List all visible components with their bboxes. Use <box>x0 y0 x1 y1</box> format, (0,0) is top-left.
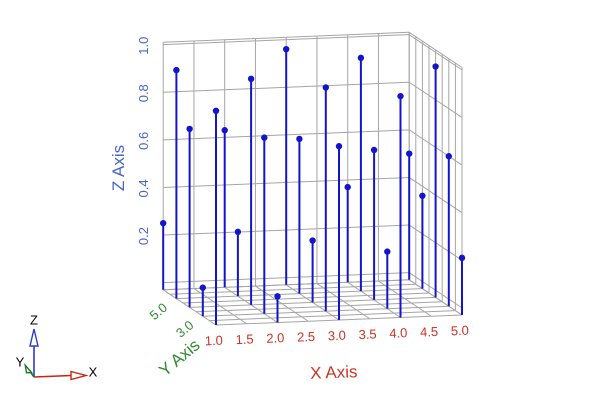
stem-dot <box>419 192 426 199</box>
z-axis-tick-labels: 0.2 0.4 0.6 0.8 1.0 <box>136 37 151 245</box>
z-axis-title: Z Axis <box>109 145 128 191</box>
x-tick-label: 1.5 <box>235 331 254 347</box>
stem-dot <box>309 237 316 244</box>
stem-dot <box>283 45 290 53</box>
z-tick-label: 0.2 <box>136 227 151 245</box>
x-tick-label: 1.0 <box>205 333 224 349</box>
grid-line <box>408 31 463 68</box>
x-tick-label: 3.5 <box>358 326 377 342</box>
stems <box>162 49 463 325</box>
stem-dot <box>221 127 228 134</box>
x-axis-title: X Axis <box>310 362 358 383</box>
stem-dot <box>432 63 439 70</box>
stem-dot <box>406 150 413 157</box>
orientation-x-arrow <box>33 374 72 378</box>
grid-line <box>163 31 410 43</box>
stem-dot <box>234 228 242 236</box>
stem-dot <box>247 75 255 83</box>
orientation-y-label: Y <box>16 355 25 370</box>
orientation-x-label: X <box>89 365 98 380</box>
stem-dot <box>186 125 193 133</box>
stem-markers <box>160 45 466 300</box>
z-tick-label: 0.4 <box>136 179 151 197</box>
x-tick-label: 4.5 <box>420 324 439 340</box>
stem-dot <box>173 66 180 74</box>
stem-dot <box>357 54 365 62</box>
orientation-axes-widget: X Y Z <box>16 313 98 381</box>
stem-dot <box>322 84 329 91</box>
stem-dot <box>397 92 404 100</box>
y-tick-label: 5.0 <box>147 300 170 323</box>
stem-dot <box>335 143 343 150</box>
x-axis-tick-labels: 1.0 1.5 2.0 2.5 3.0 3.5 4.0 4.5 5.0 <box>205 323 470 349</box>
grid-line <box>209 310 456 322</box>
grid-line <box>408 34 463 71</box>
stem-dot <box>370 146 378 154</box>
grid-line <box>169 283 416 295</box>
z-tick-label: 1.0 <box>136 37 151 55</box>
stem-dot <box>160 219 167 227</box>
x-tick-label: 4.0 <box>389 325 408 341</box>
grid-line <box>182 292 430 304</box>
x-tick-label: 5.0 <box>451 323 470 339</box>
orientation-x-arrowhead-icon <box>70 370 89 381</box>
stem-dot <box>274 293 281 300</box>
stem-dot <box>199 284 206 291</box>
x-tick-label: 2.0 <box>266 330 285 346</box>
y-tick-label: 3.0 <box>173 317 196 340</box>
y-axis-title: Y Axis <box>155 335 203 380</box>
x-tick-label: 3.0 <box>328 328 347 344</box>
orientation-y-arrowhead-icon <box>24 362 33 374</box>
stem-dot <box>445 153 452 160</box>
stem-dot <box>212 107 220 115</box>
x-tick-label: 2.5 <box>297 329 316 345</box>
stem-dot <box>296 135 303 143</box>
grid-line <box>196 301 443 313</box>
z-tick-label: 0.6 <box>136 132 151 150</box>
orientation-z-arrowhead-icon <box>29 328 39 347</box>
stem-dot <box>458 254 466 262</box>
z-tick-label: 0.8 <box>136 84 151 102</box>
orientation-z-label: Z <box>30 313 38 328</box>
stem-dot <box>261 134 268 141</box>
stem-dot <box>384 248 391 255</box>
grid-line <box>163 34 410 46</box>
stem-dot <box>344 183 351 191</box>
